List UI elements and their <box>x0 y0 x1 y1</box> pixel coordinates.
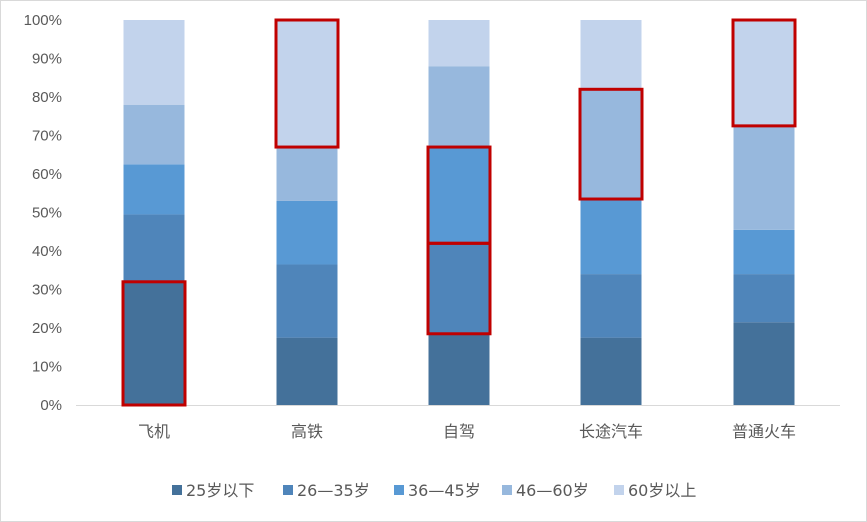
x-category-label: 高铁 <box>291 422 323 441</box>
highlight-boxes <box>121 18 797 407</box>
legend-item: 36—45岁 <box>394 481 481 500</box>
y-tick-label: 10% <box>32 359 62 376</box>
y-tick-label: 70% <box>32 128 62 145</box>
y-tick-label: 80% <box>32 89 62 106</box>
legend-swatch <box>502 485 512 495</box>
bar-segment <box>733 20 795 126</box>
legend-item: 25岁以下 <box>172 481 254 500</box>
legend-label: 25岁以下 <box>186 481 254 500</box>
y-tick-label: 90% <box>32 51 62 68</box>
highlight-box <box>426 241 492 336</box>
highlight-box <box>121 280 187 407</box>
bar-segment <box>123 164 185 215</box>
legend-swatch <box>172 485 182 495</box>
y-tick-label: 30% <box>32 282 62 299</box>
bar-segment <box>580 274 642 338</box>
bar-segment <box>123 104 185 165</box>
bar-segment <box>276 337 338 405</box>
legend-swatch <box>614 485 624 495</box>
x-category-label: 自驾 <box>443 422 475 441</box>
x-category-label: 长途汽车 <box>579 422 643 441</box>
bar-segment <box>276 264 338 338</box>
bar-segment <box>276 147 338 201</box>
legend-swatch <box>394 485 404 495</box>
bar-segment <box>580 89 642 200</box>
bar-segment <box>428 147 490 244</box>
x-axis-categories: 飞机 高铁 自驾 长途汽车 普通火车 <box>138 422 796 441</box>
bar-segment <box>428 333 490 405</box>
bar-segment <box>580 20 642 90</box>
y-tick-label: 100% <box>24 12 62 29</box>
legend-swatch <box>283 485 293 495</box>
bar-segment <box>580 199 642 275</box>
bar-segment <box>428 243 490 334</box>
legend-item: 26—35岁 <box>283 481 370 500</box>
bar-segment <box>733 322 795 405</box>
x-category-label: 飞机 <box>138 422 170 441</box>
bar-segment <box>428 20 490 67</box>
highlight-box <box>578 87 644 201</box>
bar-segment <box>733 229 795 275</box>
legend-label: 26—35岁 <box>297 481 370 500</box>
legend-label: 36—45岁 <box>408 481 481 500</box>
y-tick-label: 40% <box>32 243 62 260</box>
y-tick-label: 50% <box>32 205 62 222</box>
bar-segment <box>276 20 338 148</box>
x-category-label: 普通火车 <box>732 422 796 441</box>
bars <box>123 20 795 405</box>
bar-segment <box>733 125 795 230</box>
legend-label: 60岁以上 <box>628 481 696 500</box>
bar-segment <box>428 66 490 148</box>
legend-item: 46—60岁 <box>502 481 589 500</box>
bar-segment <box>733 274 795 323</box>
bar-segment <box>123 214 185 282</box>
bar-segment <box>276 200 338 265</box>
highlight-box <box>731 18 797 128</box>
y-axis-ticks: 0% 10% 20% 30% 40% 50% 60% 70% 80% 90% 100% <box>24 12 62 414</box>
y-tick-label: 0% <box>40 397 62 414</box>
bar-segment <box>123 281 185 405</box>
bar-segment <box>123 20 185 105</box>
bar-segment <box>580 337 642 405</box>
legend: 25岁以下 26—35岁 36—45岁 46—60岁 60岁以上 <box>172 481 696 500</box>
highlight-box <box>274 18 340 149</box>
legend-label: 46—60岁 <box>516 481 589 500</box>
y-tick-label: 60% <box>32 166 62 183</box>
legend-item: 60岁以上 <box>614 481 696 500</box>
y-tick-label: 20% <box>32 320 62 337</box>
